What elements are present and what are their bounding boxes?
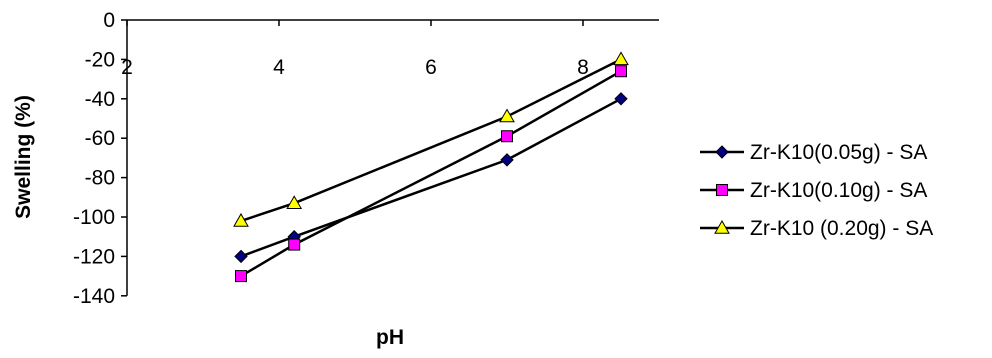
x-axis-title: pH <box>376 326 404 349</box>
axes: 0 -20 -40 -60 -80 -100 -120 -140 2 4 6 8 <box>73 9 659 308</box>
legend-item-2: Zr-K10(0.10g) - SA <box>700 179 927 202</box>
data-point-series-3 <box>499 108 515 123</box>
data-point-series-2 <box>501 130 513 143</box>
series-lines <box>240 58 622 278</box>
data-point-series-1 <box>614 92 628 106</box>
data-point-series-3 <box>286 195 303 209</box>
x-tick-label: 2 <box>121 56 133 79</box>
legend-label: Zr-K10(0.10g) - SA <box>750 179 927 202</box>
data-point-series-2 <box>288 238 301 251</box>
y-tick-label: -100 <box>73 206 115 229</box>
y-tick-label: -80 <box>85 167 115 190</box>
series-markers <box>233 51 629 283</box>
data-point-series-2 <box>235 270 247 283</box>
legend-label: Zr-K10 (0.20g) - SA <box>750 217 933 240</box>
y-tick-label: -40 <box>85 88 115 111</box>
y-tick-label: -20 <box>85 48 115 71</box>
y-tick-label: 0 <box>103 9 115 32</box>
legend-item-3: Zr-K10 (0.20g) - SA <box>700 217 933 240</box>
data-point-series-3 <box>233 212 249 227</box>
y-tick-label: -120 <box>73 245 115 268</box>
data-point-series-3 <box>613 51 629 66</box>
x-tick-label: 6 <box>425 56 437 79</box>
legend-marker <box>716 184 728 196</box>
data-point-series-2 <box>615 65 627 78</box>
y-tick-label: -140 <box>73 285 115 308</box>
legend-label: Zr-K10(0.05g) - SA <box>750 141 927 164</box>
legend-marker <box>714 219 730 234</box>
data-point-series-1 <box>500 153 514 167</box>
series-line-2 <box>240 70 622 278</box>
x-tick-label: 4 <box>273 56 285 79</box>
y-tick-label: -60 <box>85 127 115 150</box>
legend-item-1: Zr-K10(0.05g) - SA <box>700 141 927 164</box>
series-line-1 <box>240 97 622 258</box>
legend: Zr-K10(0.05g) - SA Zr-K10(0.10g) - SA Zr-K… <box>700 141 933 240</box>
data-point-series-1 <box>234 249 248 264</box>
series-line-3 <box>240 58 622 223</box>
y-axis-title: Swelling (%) <box>12 95 35 219</box>
legend-marker <box>715 145 729 159</box>
x-tick-label: 8 <box>577 56 589 79</box>
